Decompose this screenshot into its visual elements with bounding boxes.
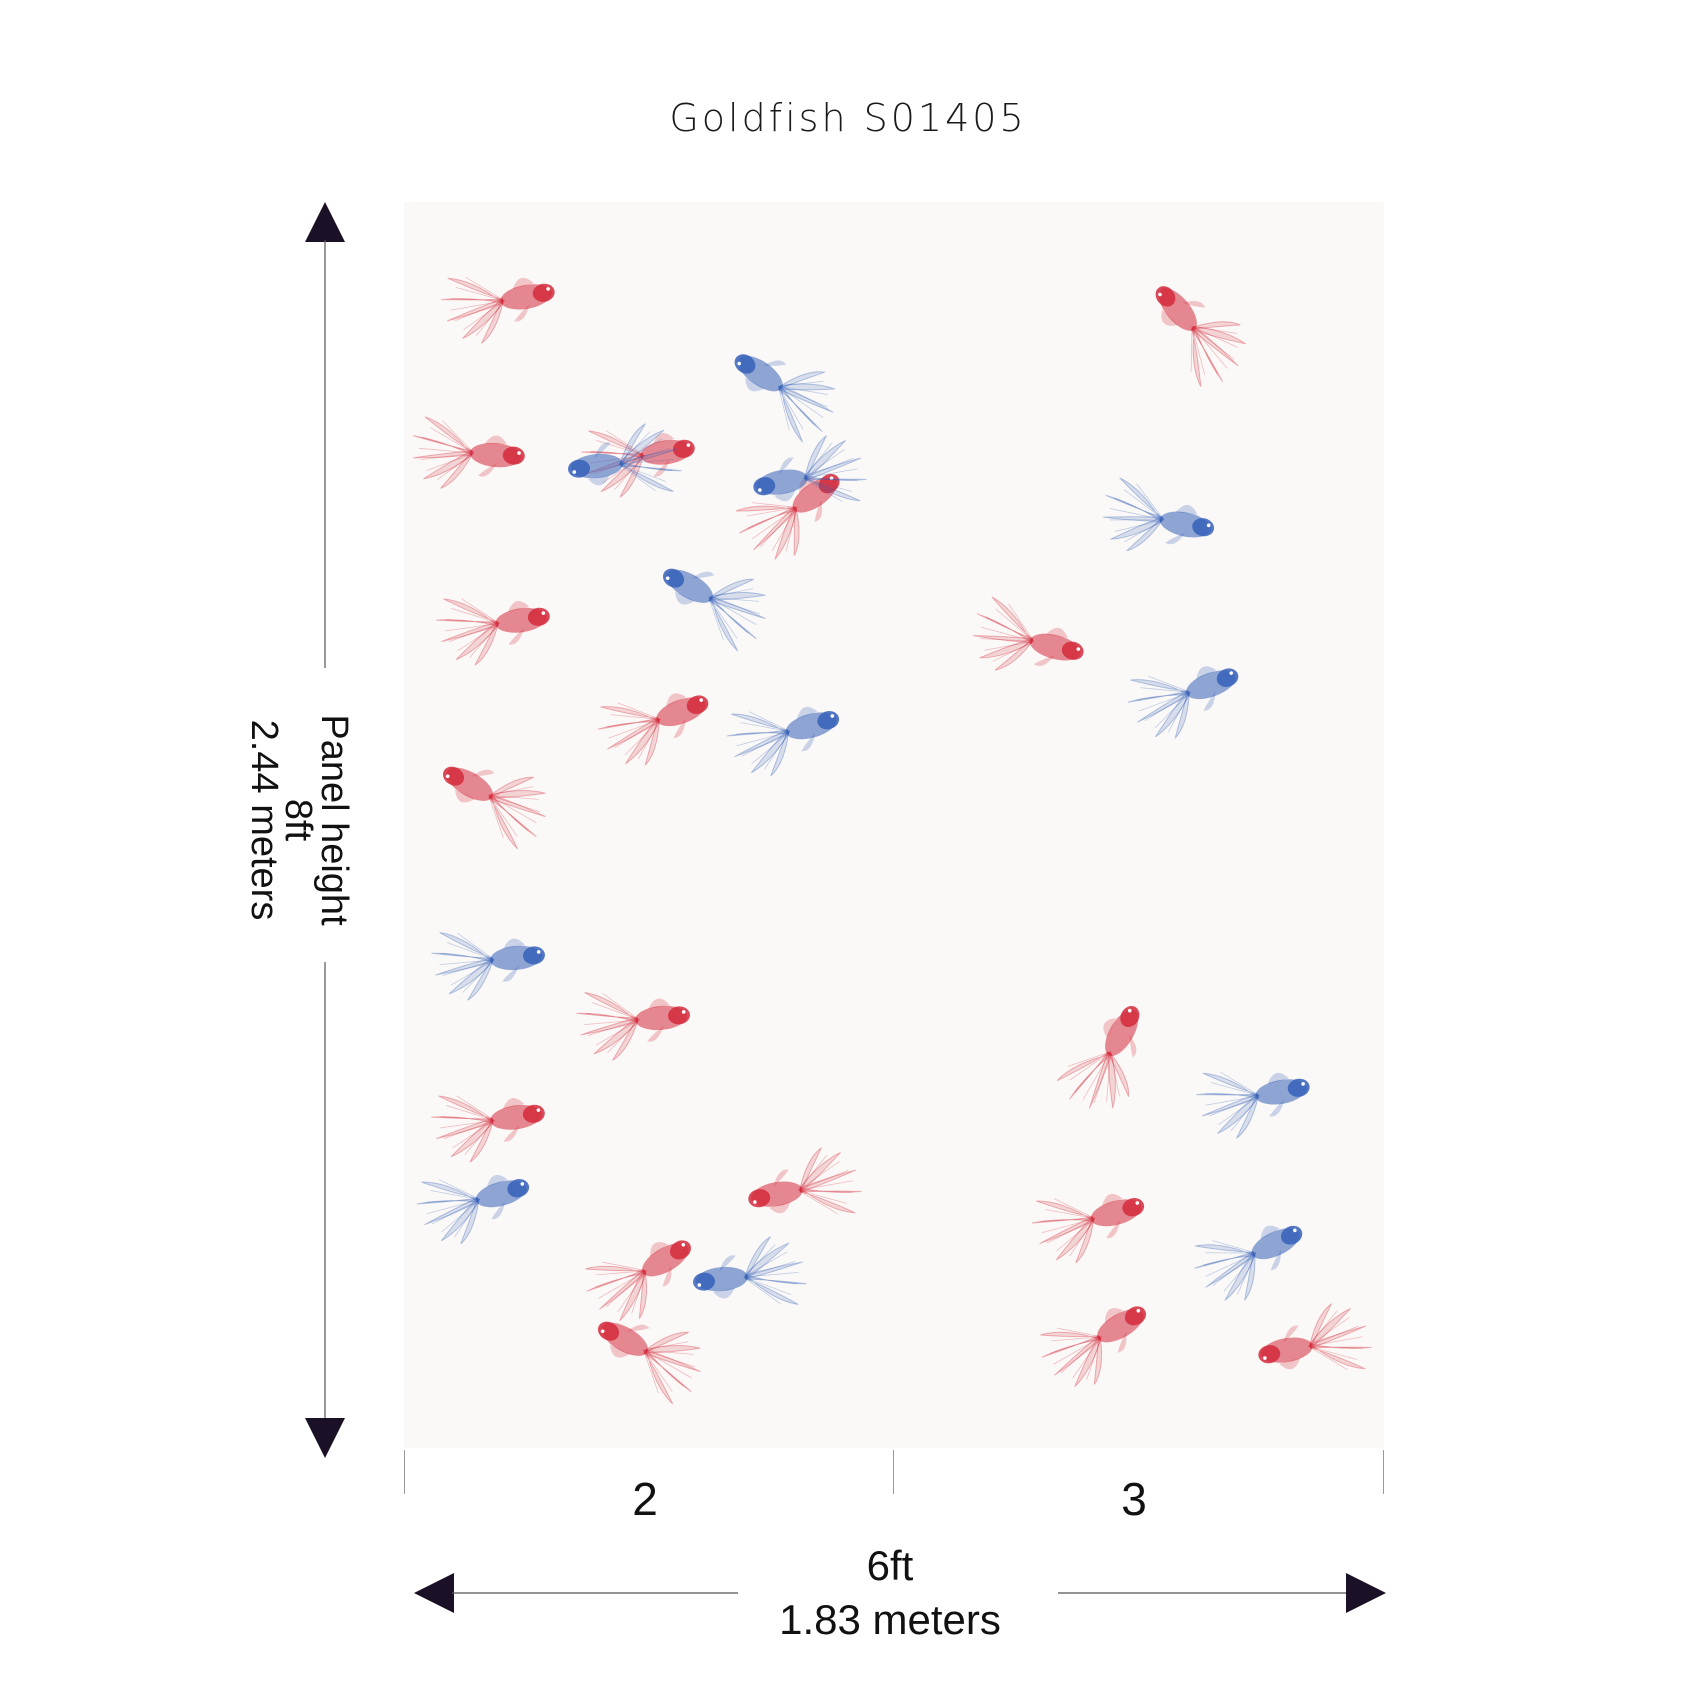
height-caption: Panel height <box>313 714 355 926</box>
width-arrow <box>414 1573 1386 1613</box>
panel-background <box>404 202 1384 1448</box>
red-goldfish-icon <box>1258 1303 1372 1371</box>
arrow-right-icon <box>1346 1573 1386 1613</box>
red-goldfish-icon <box>442 766 546 850</box>
panel-number-2: 2 <box>632 1473 658 1525</box>
red-goldfish-icon <box>1040 1306 1147 1388</box>
height-metric: 2.44 meters <box>243 719 285 921</box>
blue-goldfish-icon <box>1196 1071 1310 1139</box>
red-goldfish-icon <box>748 1147 862 1215</box>
wallpaper-panel <box>404 202 1384 1448</box>
arrow-down-icon <box>305 1418 345 1458</box>
red-goldfish-icon <box>585 1240 692 1322</box>
panel-divider-right <box>1383 1450 1384 1494</box>
blue-goldfish-icon <box>753 435 867 503</box>
red-goldfish-icon <box>973 596 1084 671</box>
width-imperial: 6ft <box>866 1542 914 1589</box>
arrow-up-icon <box>305 202 345 242</box>
blue-goldfish-icon <box>431 932 545 1001</box>
width-metric: 1.83 meters <box>779 1596 1001 1643</box>
product-title: Goldfish S01405 <box>669 96 1027 140</box>
red-goldfish-icon <box>436 598 550 666</box>
blue-goldfish-icon <box>662 568 766 652</box>
red-goldfish-icon <box>441 276 555 344</box>
blue-goldfish-icon <box>726 706 840 777</box>
blue-goldfish-icon <box>1127 666 1239 739</box>
red-goldfish-icon <box>1031 1193 1145 1264</box>
blue-goldfish-icon <box>693 1236 807 1305</box>
red-goldfish-icon <box>413 416 525 489</box>
height-imperial: 8ft <box>277 798 319 842</box>
red-goldfish-icon <box>1056 1005 1140 1109</box>
blue-goldfish-icon <box>1194 1225 1303 1301</box>
blue-goldfish-icon <box>568 423 682 492</box>
goldfish-pattern <box>404 202 1384 1448</box>
red-goldfish-icon <box>597 693 709 766</box>
red-goldfish-icon <box>431 1095 545 1163</box>
panel-divider-middle <box>893 1450 894 1494</box>
arrow-left-icon <box>414 1573 454 1613</box>
panel-divider-left <box>404 1450 405 1494</box>
red-goldfish-icon <box>576 992 690 1061</box>
red-goldfish-icon <box>1155 286 1247 388</box>
height-arrow <box>305 202 345 1458</box>
red-goldfish-icon <box>597 1321 701 1405</box>
blue-goldfish-icon <box>416 1174 530 1245</box>
panel-number-3: 3 <box>1121 1473 1147 1525</box>
blue-goldfish-icon <box>1102 477 1215 552</box>
red-goldfish-icon <box>735 473 840 560</box>
blue-goldfish-icon <box>734 354 836 443</box>
